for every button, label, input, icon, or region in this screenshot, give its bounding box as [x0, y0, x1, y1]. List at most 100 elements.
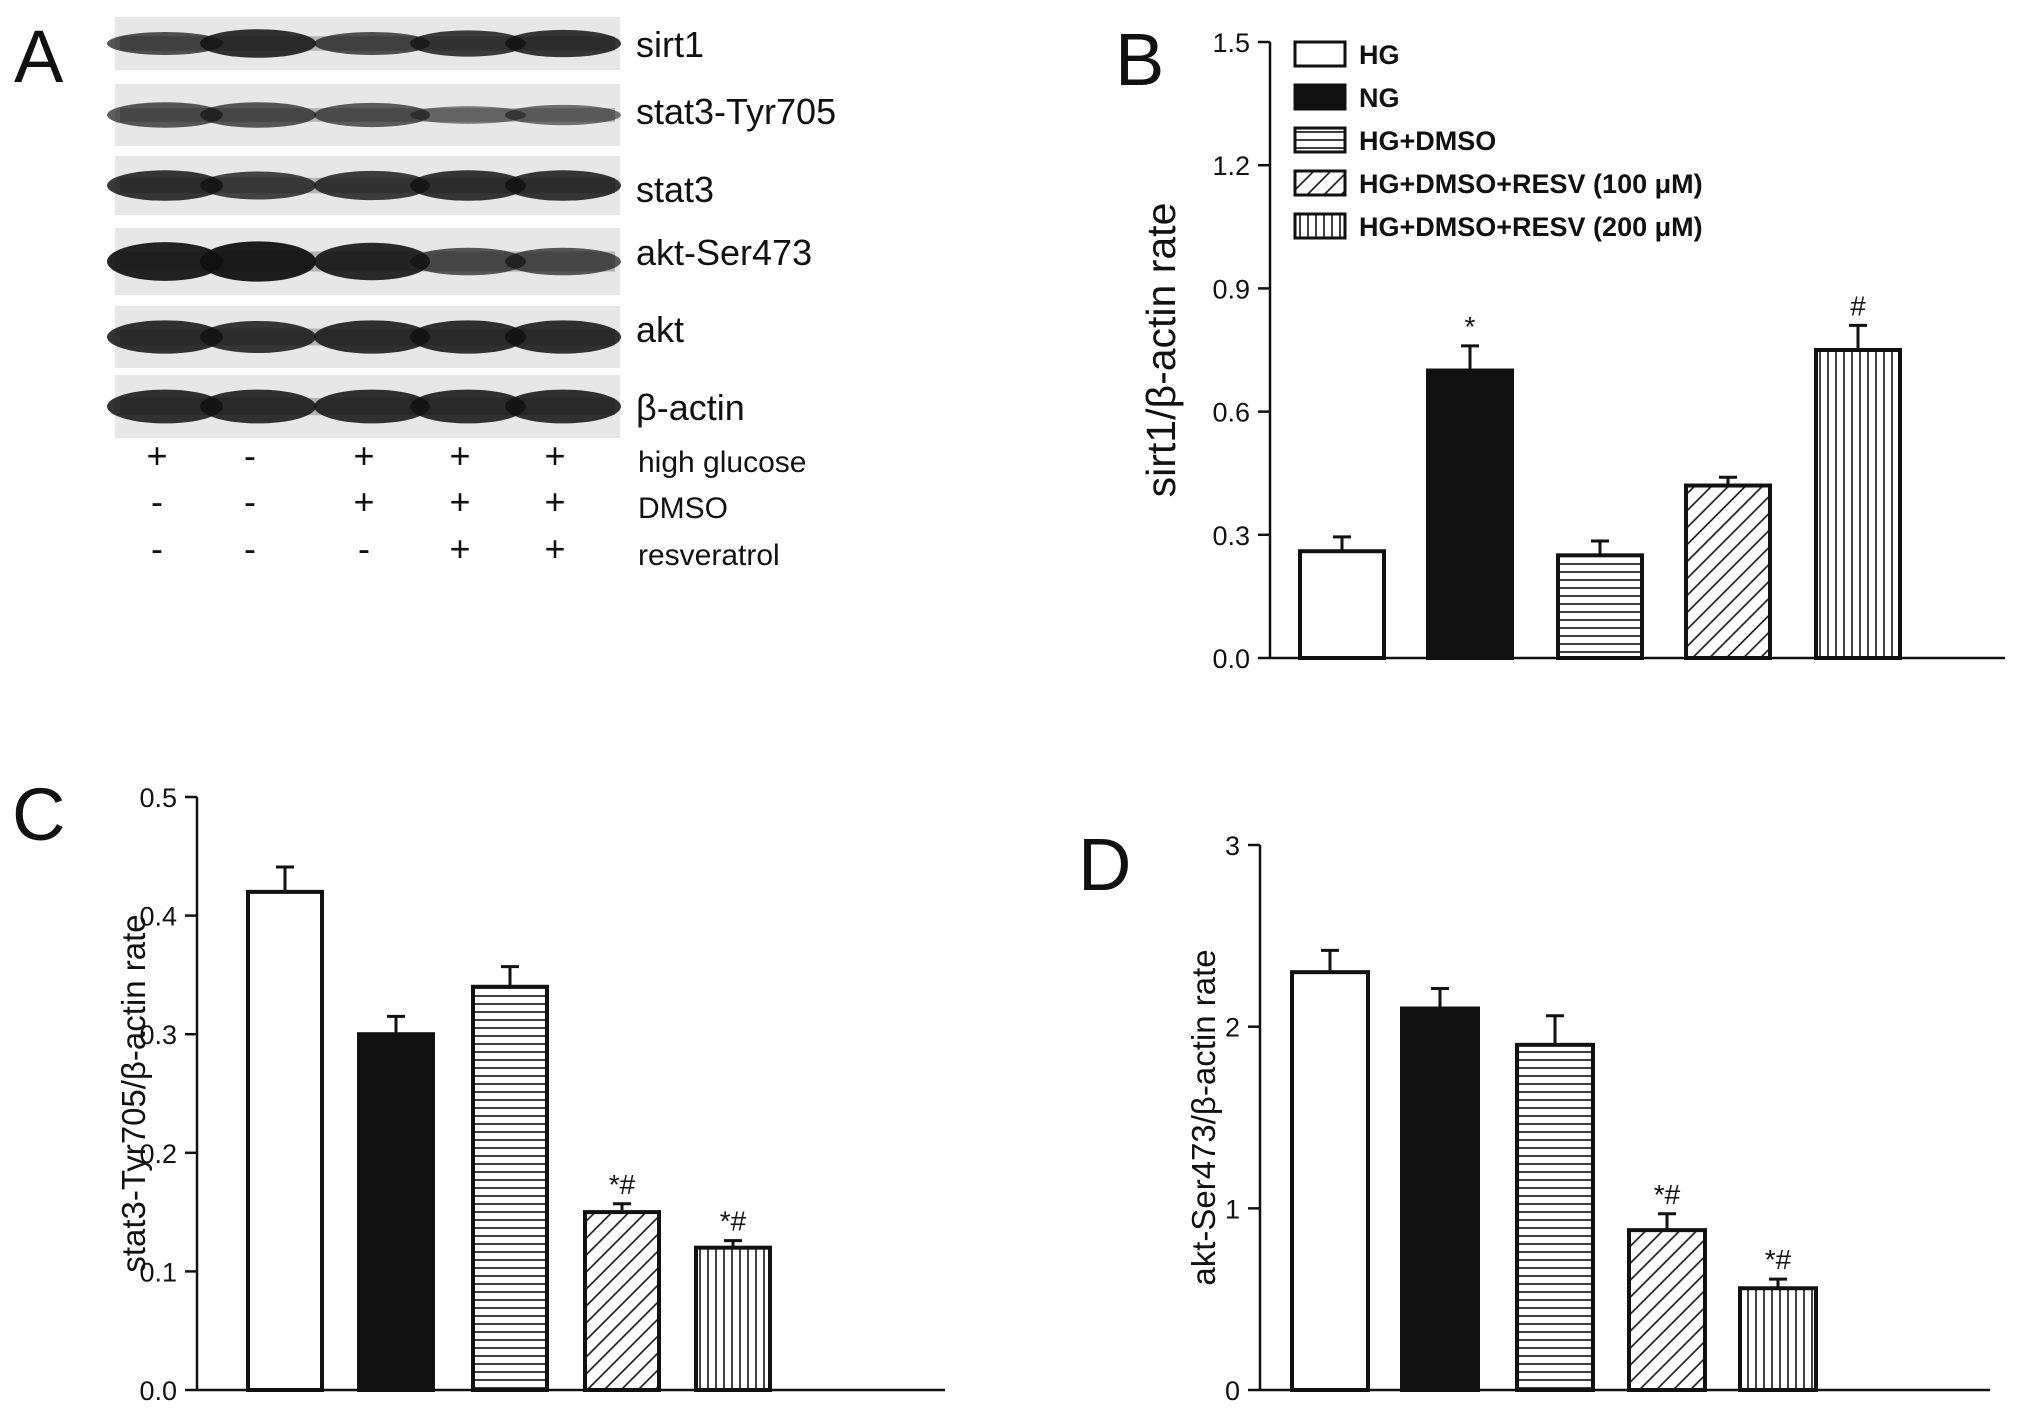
bar-open	[246, 889, 324, 1392]
legend-label: NG	[1359, 83, 1400, 113]
condition-sign: +	[449, 528, 470, 569]
blot-band	[107, 32, 223, 55]
bar-diagonal	[1627, 1228, 1707, 1392]
legend-swatch-solid	[1293, 83, 1347, 111]
blot-band	[505, 104, 621, 126]
y-tick-label: 0	[1225, 1376, 1240, 1406]
blot-label-0: sirt1	[636, 24, 704, 65]
blot-band	[314, 242, 430, 281]
panel-label-d: D	[1078, 823, 1131, 906]
condition-sign: +	[353, 435, 374, 476]
condition-sign: +	[449, 435, 470, 476]
bar-horizontal	[471, 984, 549, 1392]
blot-band	[200, 241, 316, 282]
y-tick-label: 1.2	[1212, 151, 1250, 181]
blot-band	[505, 29, 621, 58]
blot-band	[505, 389, 621, 424]
bar-horizontal	[1515, 1042, 1595, 1393]
condition-sign: +	[544, 435, 565, 476]
significance-mark: *#	[1654, 1179, 1681, 1210]
legend-label: HG+DMSO	[1359, 126, 1496, 156]
bar-solid	[1426, 368, 1514, 660]
panel-label-c: C	[12, 773, 65, 856]
y-tick-label: 0.2	[139, 1139, 177, 1169]
condition-sign: -	[244, 528, 256, 569]
blot-band	[314, 102, 430, 128]
condition-sign: +	[449, 481, 470, 522]
blot-band	[314, 170, 430, 201]
y-tick-label: 0.9	[1212, 274, 1250, 304]
y-tick-label: 3	[1225, 831, 1240, 861]
significance-mark: *#	[609, 1169, 636, 1200]
bar-horizontal	[1556, 553, 1644, 660]
significance-mark: *#	[1765, 1244, 1792, 1275]
legend-swatch-open	[1293, 40, 1347, 68]
y-tick-label: 1	[1225, 1194, 1240, 1224]
bar-chart-sirt1: 0.0 0.3 0.6 0.9 1.2 1.5 sirt1/β-actin rate * #	[1138, 28, 2005, 674]
y-tick-label: 0.3	[139, 1020, 177, 1050]
blot-band	[314, 32, 430, 55]
blot-label-5: β-actin	[636, 387, 745, 428]
western-blot-panel: sirt1 stat3-Tyr705 stat3 akt-Ser473 akt β-act…	[107, 17, 836, 572]
condition-sign: -	[244, 481, 256, 522]
significance-mark: #	[1850, 290, 1866, 321]
y-axis-label: sirt1/β-actin rate	[1138, 203, 1184, 498]
y-axis-label: akt-Ser473/β-actin rate	[1185, 949, 1222, 1285]
legend-swatch-diagonal	[1293, 169, 1347, 197]
bar-diagonal	[583, 1210, 661, 1392]
legend-swatch-horizontal	[1293, 126, 1347, 154]
legend-label: HG+DMSO+RESV (200 μM)	[1359, 212, 1703, 242]
condition-sign: +	[146, 435, 167, 476]
blot-band	[505, 247, 621, 276]
legend-swatch-vertical	[1293, 212, 1347, 240]
condition-sign: -	[244, 435, 256, 476]
y-tick-label: 0.0	[1212, 644, 1250, 674]
significance-mark: *#	[720, 1206, 747, 1237]
y-tick-label: 0.3	[1212, 521, 1250, 551]
blot-band	[107, 170, 223, 201]
condition-label-1: DMSO	[638, 492, 728, 525]
legend-label: HG+DMSO+RESV (100 μM)	[1359, 169, 1703, 199]
y-tick-label: 1.5	[1212, 28, 1250, 58]
y-tick-label: 0.4	[139, 902, 177, 932]
blot-label-1: stat3-Tyr705	[636, 91, 836, 132]
significance-mark: *	[1465, 311, 1476, 342]
blot-band	[107, 242, 223, 281]
bar-vertical	[1738, 1286, 1818, 1393]
blot-label-2: stat3	[636, 169, 714, 210]
y-tick-label: 2	[1225, 1013, 1240, 1043]
bar-open	[1290, 970, 1370, 1393]
bar-solid	[1400, 1006, 1480, 1392]
legend-label: HG	[1359, 40, 1400, 70]
bar-vertical	[694, 1245, 772, 1393]
blot-band	[107, 389, 223, 424]
y-tick-label: 0.5	[139, 783, 177, 813]
y-tick-label: 0.0	[139, 1376, 177, 1406]
condition-label-2: resveratrol	[638, 539, 780, 572]
blot-band	[107, 102, 223, 128]
condition-label-0: high glucose	[638, 446, 806, 479]
blot-band	[200, 389, 316, 424]
blot-band	[107, 320, 223, 354]
blot-band	[200, 29, 316, 58]
blot-band	[410, 30, 526, 57]
bar-solid	[357, 1032, 435, 1392]
y-tick-label: 0.1	[139, 1257, 177, 1287]
condition-sign: +	[544, 528, 565, 569]
blot-band	[200, 171, 316, 200]
blot-band	[410, 389, 526, 424]
panel-label-b: B	[1115, 18, 1164, 101]
blot-label-4: akt	[636, 309, 684, 350]
blot-band	[410, 320, 526, 354]
bar-vertical	[1814, 348, 1902, 660]
bar-diagonal	[1684, 483, 1772, 660]
bar-chart-stat3-tyr705: 0.0 0.1 0.2 0.3 0.4 0.5 stat3-Tyr705/β-actin r…	[115, 783, 945, 1406]
chart-legend: HG NG HG+DMSO HG+DMSO+RESV (100 μM) HG+DMSO+…	[1293, 40, 1703, 242]
blot-band	[200, 102, 316, 128]
condition-sign: -	[358, 528, 370, 569]
blot-band	[314, 389, 430, 424]
blot-band	[200, 321, 316, 353]
condition-sign: -	[151, 528, 163, 569]
blot-band	[410, 106, 526, 124]
